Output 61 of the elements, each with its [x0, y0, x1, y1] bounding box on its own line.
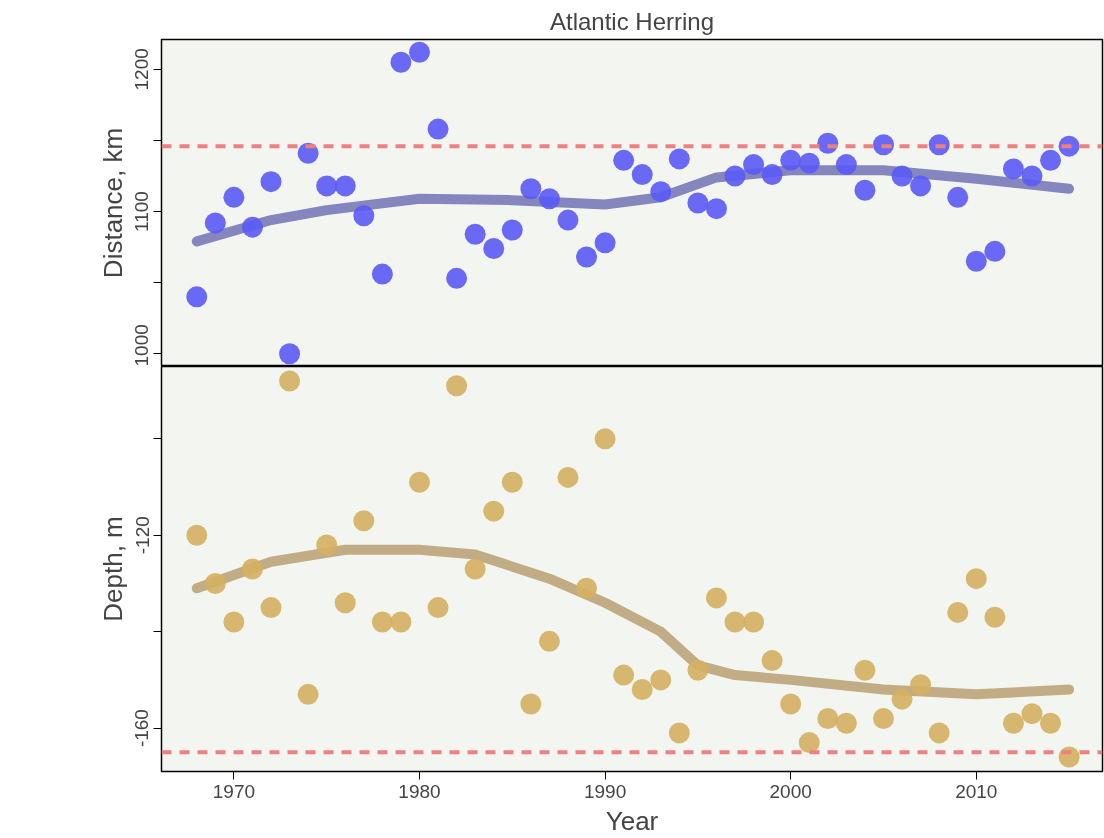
point [631, 679, 653, 701]
point [613, 664, 635, 686]
point [798, 732, 820, 754]
y-tick-label: 1100 [131, 191, 153, 232]
point [761, 650, 783, 672]
x-tick-label: 1990 [583, 780, 627, 802]
point [427, 597, 449, 619]
y-tick-label: 1200 [131, 48, 153, 91]
point [984, 606, 1006, 628]
point [186, 524, 208, 546]
point [743, 611, 765, 633]
point [408, 471, 430, 493]
point [334, 592, 356, 614]
point [1040, 712, 1062, 734]
point [390, 611, 412, 633]
point [910, 674, 932, 696]
point [817, 707, 839, 729]
x-tick-label: 2000 [769, 780, 812, 802]
point [650, 669, 672, 691]
point [1021, 703, 1043, 725]
point [204, 572, 226, 594]
point [965, 568, 987, 590]
point [1002, 712, 1024, 734]
point [854, 659, 876, 681]
point [241, 558, 263, 580]
point [260, 597, 282, 619]
point [353, 510, 375, 532]
x-tick-label: 1980 [398, 780, 441, 802]
point [872, 707, 894, 729]
point [316, 534, 338, 556]
point [668, 722, 690, 744]
point [520, 693, 542, 715]
point [371, 611, 393, 633]
point [501, 471, 523, 493]
y-axis-title: Depth, m [97, 516, 128, 622]
point [835, 712, 857, 734]
point [297, 683, 319, 705]
x-tick-label: 2010 [955, 780, 998, 802]
point [891, 688, 913, 710]
y-tick-label: -160 [131, 709, 153, 748]
y-tick-label: 1000 [131, 324, 153, 367]
x-tick-label: 1970 [212, 780, 256, 802]
point [705, 587, 727, 609]
point [446, 375, 468, 397]
point [223, 611, 245, 633]
point [687, 659, 709, 681]
point [279, 370, 301, 392]
point [928, 722, 950, 744]
point [576, 577, 598, 599]
point [557, 466, 579, 488]
point [464, 558, 486, 580]
point [483, 500, 505, 522]
chart-title: Atlantic Herring [549, 7, 715, 35]
x-axis-title: Year [605, 805, 659, 836]
point [947, 601, 969, 623]
point [538, 630, 560, 652]
y-tick-label: -120 [131, 516, 153, 555]
y-axis-title: Distance, km [97, 127, 128, 279]
point [594, 428, 616, 450]
point [724, 611, 746, 633]
point [780, 693, 802, 715]
